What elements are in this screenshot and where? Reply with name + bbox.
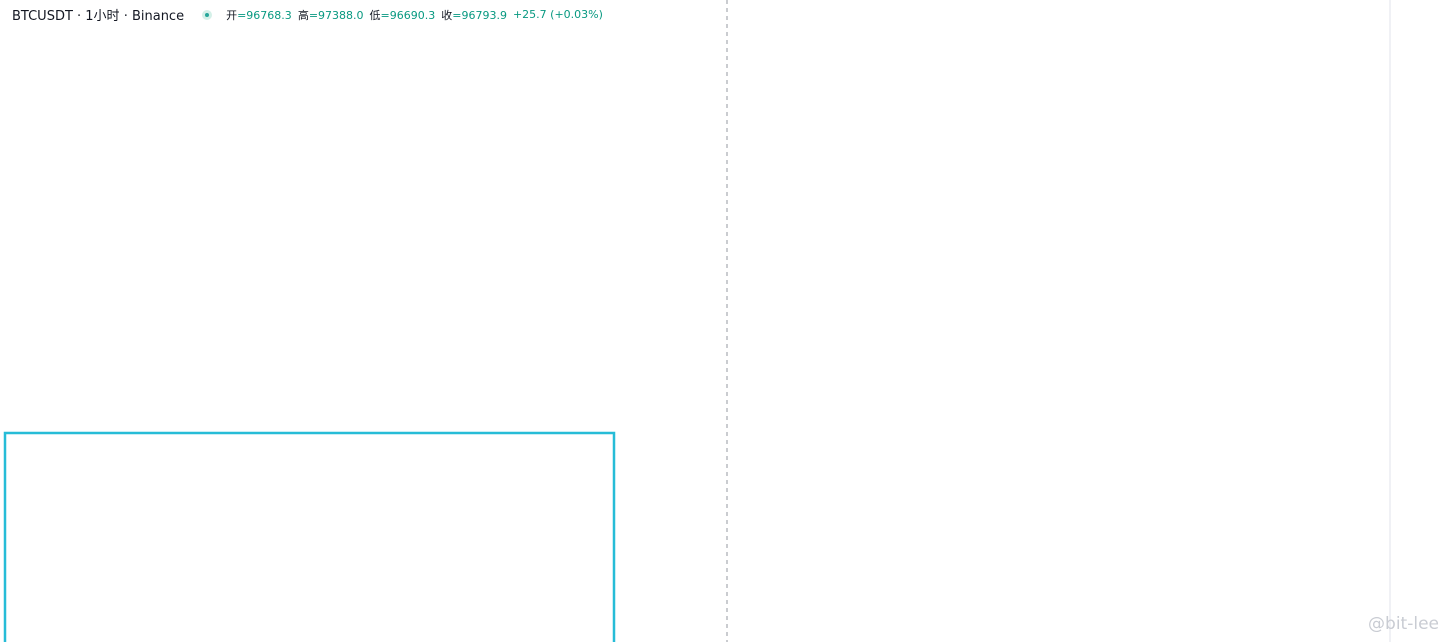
drawing-rectangle	[3, 431, 616, 642]
header: BTCUSDT · 1小时 · Binance 开=96768.3 高=97388…	[12, 5, 603, 24]
ohlc-item: 低=96690.3	[370, 9, 436, 22]
ohlc-label: 收	[441, 8, 453, 22]
ohlc-value: =96793.9	[452, 8, 507, 22]
ohlc-label: 低	[369, 8, 381, 22]
ohlc-item: 开=96768.3	[226, 9, 292, 22]
ohlc-value: =96768.3	[237, 8, 292, 22]
symbol-title: BTCUSDT · 1小时 · Binance	[12, 9, 185, 24]
ohlc-item: 高=97388.0	[298, 9, 364, 22]
change: +25.7 (+0.03%)	[512, 8, 603, 21]
ohlc-value: =96690.3	[380, 8, 436, 22]
status-dot	[202, 9, 213, 20]
ohlc-label: 开	[226, 8, 238, 22]
ohlc-item: 收=96793.9	[441, 9, 507, 22]
ohlc-legend: 开=96768.3 高=97388.0 低=96690.3 收=96793.9	[226, 7, 513, 23]
watermark: @bit-lee	[1368, 614, 1439, 634]
ohlc-value: =97388.0	[308, 8, 364, 22]
price-axis	[1390, 0, 1447, 642]
ohlc-label: 高	[297, 8, 309, 22]
